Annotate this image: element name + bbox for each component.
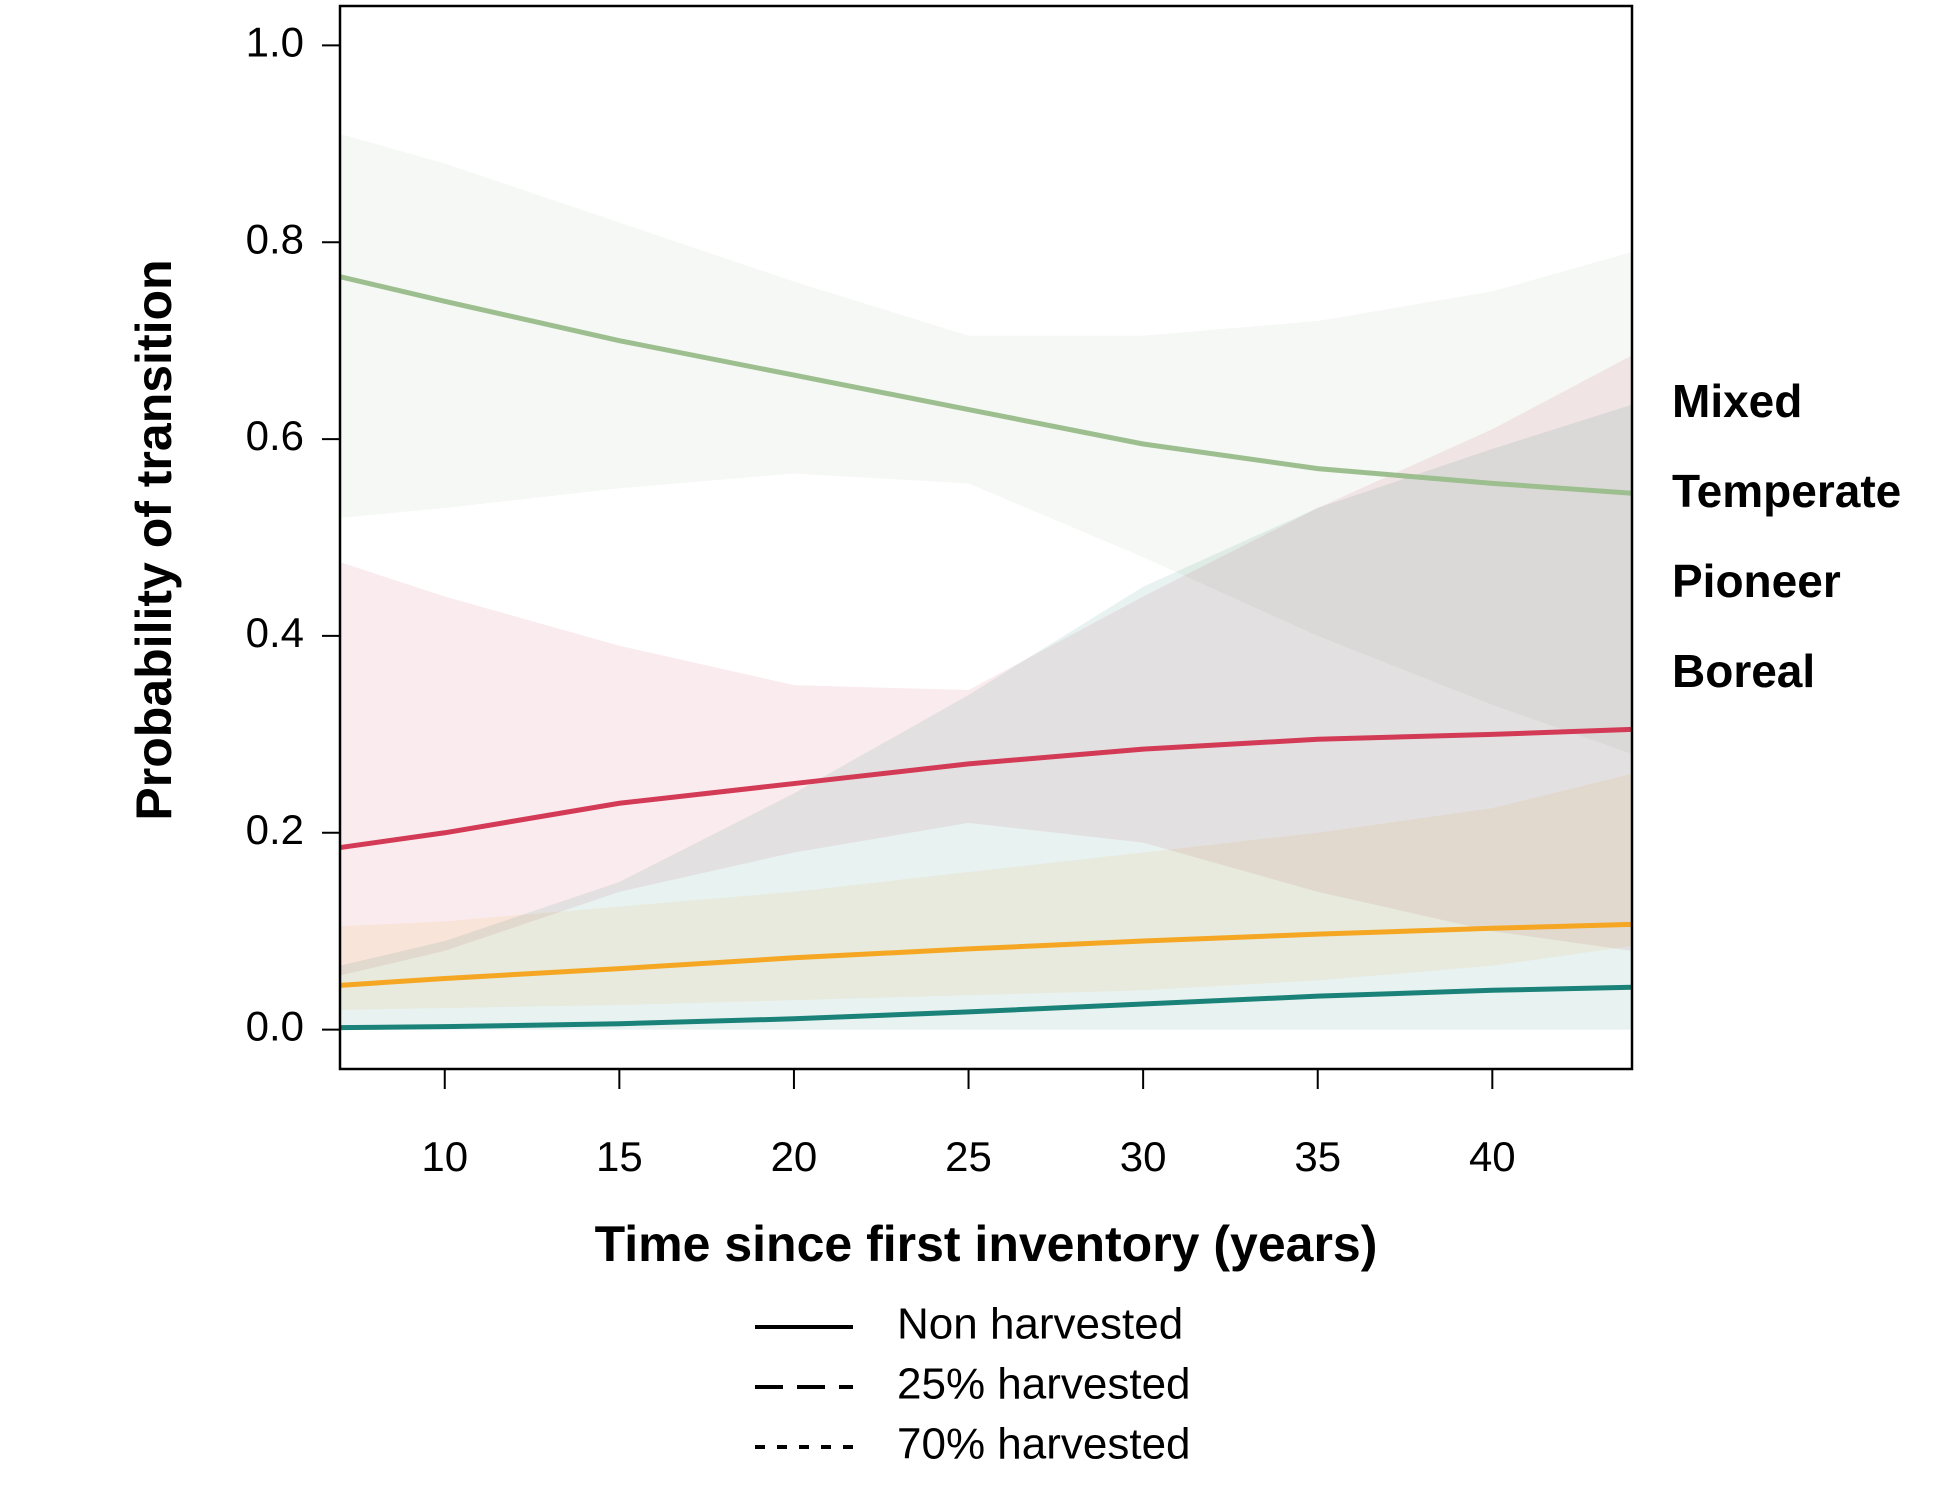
series-line [339, 274, 1633, 496]
confidence-band [340, 133, 1632, 755]
y-tick-label: 0.0 [246, 1003, 304, 1050]
legend-label: Non harvested [897, 1300, 1183, 1349]
x-tick-label: 30 [1120, 1133, 1167, 1180]
series-line [339, 921, 1633, 988]
y-tick-label: 0.4 [246, 609, 304, 656]
confidence-band [340, 773, 1632, 1010]
legend-label: Pioneer [1672, 555, 1841, 607]
y-tick-label: 0.6 [246, 412, 304, 459]
y-tick-label: 1.0 [246, 18, 304, 65]
legend-label: 25% harvested [897, 1360, 1191, 1409]
legend-label: Temperate [1672, 465, 1901, 517]
legend-label: Boreal [1672, 645, 1815, 697]
x-axis-title: Time since first inventory (years) [595, 1216, 1378, 1272]
y-tick-label: 0.2 [246, 806, 304, 853]
y-axis-title: Probability of transition [126, 259, 182, 820]
y-tick-label: 0.8 [246, 215, 304, 262]
x-tick-label: 25 [945, 1133, 992, 1180]
confidence-band [340, 404, 1632, 1030]
x-tick-label: 15 [596, 1133, 643, 1180]
legend-label: 70% harvested [897, 1420, 1191, 1469]
x-tick-label: 40 [1469, 1133, 1516, 1180]
x-tick-label: 20 [771, 1133, 818, 1180]
x-tick-label: 35 [1294, 1133, 1341, 1180]
legend-label: Mixed [1672, 375, 1802, 427]
plot-frame [338, 4, 1634, 1071]
series-line [339, 984, 1633, 1031]
x-tick-label: 10 [421, 1133, 468, 1180]
confidence-band [340, 355, 1632, 976]
series-line [339, 726, 1633, 851]
